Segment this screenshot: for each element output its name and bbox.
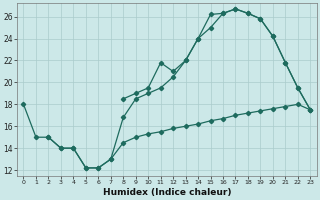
X-axis label: Humidex (Indice chaleur): Humidex (Indice chaleur)	[103, 188, 231, 197]
